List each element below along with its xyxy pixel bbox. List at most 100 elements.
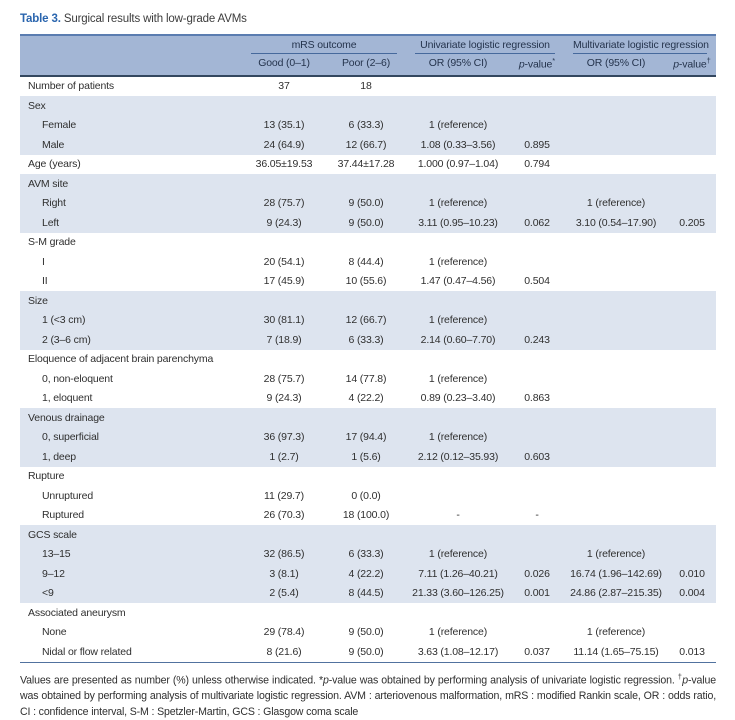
data-cell: 0.037: [510, 642, 565, 662]
table-row: 1, eloquent 9 (24.3) 4 (22.2) 0.89 (0.23–3.…: [20, 388, 717, 408]
data-cell: 1 (reference): [406, 427, 510, 447]
group-row: Venous drainage: [20, 408, 717, 428]
row-label: <9: [20, 583, 242, 603]
data-cell: [564, 310, 669, 330]
data-cell: [510, 466, 565, 486]
data-cell: 1 (reference): [564, 544, 669, 564]
data-cell: [242, 466, 326, 486]
data-cell: 1 (reference): [406, 369, 510, 389]
data-cell: [326, 349, 406, 369]
row-label: Right: [20, 193, 242, 213]
table-row: Female 13 (35.1) 6 (33.3) 1 (reference): [20, 115, 717, 135]
data-cell: [564, 291, 669, 311]
data-cell: [564, 388, 669, 408]
data-cell: 4 (22.2): [326, 388, 406, 408]
data-cell: 2.14 (0.60–7.70): [406, 330, 510, 350]
row-label: 1 (<3 cm): [20, 310, 242, 330]
row-label: 1, deep: [20, 447, 242, 467]
data-cell: [406, 75, 510, 96]
row-label: Male: [20, 135, 242, 155]
table-row: Left 9 (24.3) 9 (50.0) 3.11 (0.95–10.23) 0.0…: [20, 213, 717, 233]
table-row: 0, non-eloquent 28 (75.7) 14 (77.8) 1 (refe…: [20, 369, 717, 389]
table-row: II 17 (45.9) 10 (55.6) 1.47 (0.47–4.56) 0.50…: [20, 271, 717, 291]
data-cell: 36.05±19.53: [242, 154, 326, 174]
data-cell: [668, 330, 717, 350]
group-row: Eloquence of adjacent brain parenchyma: [20, 349, 717, 369]
data-cell: [510, 291, 565, 311]
table-row: Right 28 (75.7) 9 (50.0) 1 (reference) 1 (re…: [20, 193, 717, 213]
data-cell: [406, 96, 510, 116]
data-cell: [668, 135, 717, 155]
data-cell: 14 (77.8): [326, 369, 406, 389]
data-cell: [326, 291, 406, 311]
data-cell: [668, 525, 717, 545]
data-cell: [326, 466, 406, 486]
data-cell: [564, 271, 669, 291]
group-row: Associated aneurysm: [20, 603, 717, 623]
data-cell: [510, 310, 565, 330]
data-cell: [564, 408, 669, 428]
row-label: AVM site: [20, 174, 242, 194]
data-cell: [668, 505, 717, 525]
table-caption-label: Table 3.: [20, 13, 61, 25]
data-cell: 12 (66.7): [326, 310, 406, 330]
row-label: Female: [20, 115, 242, 135]
data-cell: 1.000 (0.97–1.04): [406, 154, 510, 174]
data-cell: [510, 115, 565, 135]
data-cell: [406, 466, 510, 486]
group-header-multivariate: Multivariate logistic regression: [564, 35, 717, 54]
row-label: 9–12: [20, 564, 242, 584]
data-cell: 11.14 (1.65–75.15): [564, 642, 669, 662]
row-label: GCS scale: [20, 525, 242, 545]
data-cell: 8 (21.6): [242, 642, 326, 662]
data-cell: -: [406, 505, 510, 525]
data-cell: [668, 115, 717, 135]
data-cell: 6 (33.3): [326, 330, 406, 350]
header-blank-cell: [20, 35, 242, 54]
col-header-poor: Poor (2–6): [326, 54, 406, 77]
data-cell: 26 (70.3): [242, 505, 326, 525]
data-cell: 6 (33.3): [326, 115, 406, 135]
data-cell: [668, 75, 717, 96]
col-header-pvalue-multivariate: p-value†: [668, 54, 717, 77]
data-cell: 24.86 (2.87–215.35): [564, 583, 669, 603]
data-cell: [668, 154, 717, 174]
table-body: Number of patients 37 18 Sex Female 13 (35.1)…: [20, 75, 717, 662]
data-cell: [564, 603, 669, 623]
table-row: Unruptured 11 (29.7) 0 (0.0): [20, 486, 717, 506]
row-label: Rupture: [20, 466, 242, 486]
row-label: 13–15: [20, 544, 242, 564]
data-cell: [564, 330, 669, 350]
table-row: I 20 (54.1) 8 (44.4) 1 (reference): [20, 252, 717, 272]
data-cell: [668, 408, 717, 428]
row-label: I: [20, 252, 242, 272]
data-cell: 0.895: [510, 135, 565, 155]
data-cell: [242, 96, 326, 116]
data-cell: 18 (100.0): [326, 505, 406, 525]
data-cell: [326, 96, 406, 116]
row-label: Sex: [20, 96, 242, 116]
data-cell: [242, 291, 326, 311]
group-row: S-M grade: [20, 232, 717, 252]
data-cell: [668, 388, 717, 408]
data-cell: 28 (75.7): [242, 193, 326, 213]
data-cell: [510, 232, 565, 252]
data-cell: 3.63 (1.08–12.17): [406, 642, 510, 662]
data-cell: 3.11 (0.95–10.23): [406, 213, 510, 233]
data-cell: 30 (81.1): [242, 310, 326, 330]
data-cell: 16.74 (1.96–142.69): [564, 564, 669, 584]
row-label: Unruptured: [20, 486, 242, 506]
row-label: Associated aneurysm: [20, 603, 242, 623]
data-cell: [326, 525, 406, 545]
data-cell: [406, 232, 510, 252]
results-table: mRS outcome Univariate logistic regressi…: [20, 34, 717, 663]
table-footnote: Values are presented as number (%) unles…: [20, 671, 716, 719]
data-cell: [564, 466, 669, 486]
row-label: Ruptured: [20, 505, 242, 525]
table-row: 0, superficial 36 (97.3) 17 (94.4) 1 (refer…: [20, 427, 717, 447]
data-cell: 32 (86.5): [242, 544, 326, 564]
row-label: Eloquence of adjacent brain parenchyma: [20, 349, 242, 369]
data-cell: 24 (64.9): [242, 135, 326, 155]
table-row: Male 24 (64.9) 12 (66.7) 1.08 (0.33–3.56) 0.…: [20, 135, 717, 155]
data-cell: 2.12 (0.12–35.93): [406, 447, 510, 467]
